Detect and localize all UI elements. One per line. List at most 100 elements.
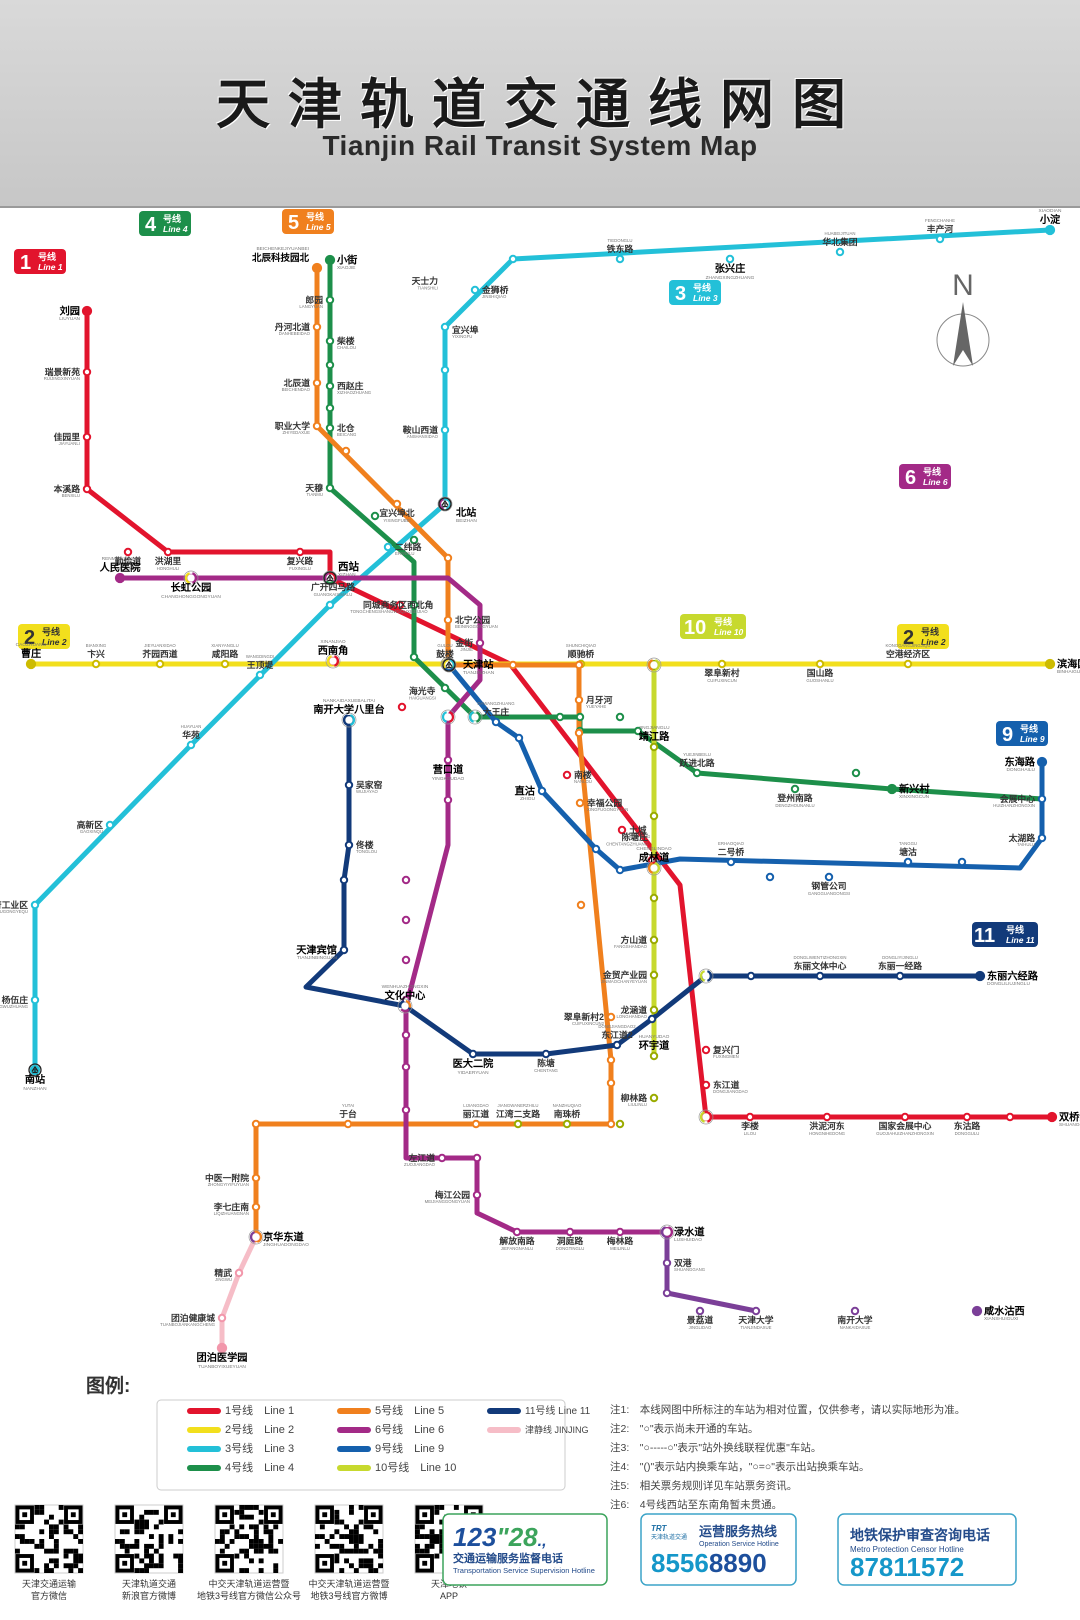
svg-text:华北集团: 华北集团 — [822, 236, 857, 247]
svg-text:HAIGUANGSI: HAIGUANGSI — [409, 695, 436, 700]
svg-text:HONGHULI: HONGHULI — [157, 566, 180, 571]
svg-text:地铁3号线官方微博: 地铁3号线官方微博 — [310, 1590, 387, 1601]
svg-text:RUIJINGXINYUAN: RUIJINGXINYUAN — [44, 376, 80, 381]
svg-text:芥园西道: 芥园西道 — [142, 648, 177, 659]
svg-text:SHUANGGANG: SHUANGGANG — [674, 1267, 706, 1272]
svg-text:医大二院: 医大二院 — [453, 1057, 495, 1070]
svg-text:铁东路: 铁东路 — [607, 243, 634, 254]
svg-text:二号桥: 二号桥 — [718, 846, 745, 857]
svg-text:号线: 号线 — [42, 626, 60, 637]
svg-text:宜兴埠北: 宜兴埠北 — [379, 507, 414, 518]
svg-text:TANGGU: TANGGU — [899, 841, 917, 846]
svg-text:天津大学: 天津大学 — [738, 1314, 773, 1325]
svg-text:洪泥河东: 洪泥河东 — [809, 1120, 844, 1131]
svg-text:号线: 号线 — [1020, 723, 1038, 734]
svg-text:渌水道: 渌水道 — [674, 1225, 705, 1238]
svg-text:JIANGWANERZHILU: JIANGWANERZHILU — [498, 1103, 539, 1108]
svg-text:YUTAI: YUTAI — [342, 1103, 354, 1108]
svg-text:ANSHANXIDAO: ANSHANXIDAO — [407, 434, 439, 439]
svg-text:2号线 Line 2: 2号线 Line 2 — [225, 1422, 294, 1436]
svg-text:11: 11 — [974, 925, 995, 947]
svg-text:9: 9 — [1002, 724, 1013, 746]
svg-text:CHANGHONGGONGYUAN: CHANGHONGGONGYUAN — [161, 594, 221, 600]
svg-text:HONGNIHEDONG: HONGNIHEDONG — [809, 1131, 846, 1136]
svg-text:号线: 号线 — [38, 251, 56, 262]
svg-text:天津轨道交通: 天津轨道交通 — [122, 1578, 176, 1589]
svg-text:XINXINGCUN: XINXINGCUN — [899, 794, 930, 800]
svg-text:洪湖里: 洪湖里 — [155, 555, 182, 566]
svg-text:咸阳路: 咸阳路 — [212, 648, 239, 659]
svg-text:Line 6: Line 6 — [923, 477, 948, 487]
svg-text:BEICANG: BEICANG — [337, 432, 357, 437]
svg-text:123"28.,: 123"28., — [453, 1522, 547, 1552]
svg-text:新浪官方微博: 新浪官方微博 — [122, 1590, 176, 1601]
svg-text:Operation Service Hotline: Operation Service Hotline — [699, 1541, 779, 1548]
svg-text:GULOU: GULOU — [437, 643, 452, 648]
svg-text:卞兴: 卞兴 — [87, 648, 105, 659]
svg-text:N: N — [952, 269, 974, 302]
svg-text:曹庄: 曹庄 — [21, 647, 41, 660]
svg-text:KONGGANGJINGJIQU: KONGGANGJINGJIQU — [886, 643, 931, 648]
svg-text:YINGKOUDAO: YINGKOUDAO — [432, 776, 465, 782]
svg-text:成林道: 成林道 — [639, 851, 670, 864]
svg-text:丽江道: 丽江道 — [463, 1108, 490, 1119]
svg-text:团泊医学园: 团泊医学园 — [197, 1351, 248, 1364]
svg-text:国家会展中心: 国家会展中心 — [879, 1120, 932, 1131]
svg-text:复兴路: 复兴路 — [286, 555, 314, 566]
svg-text:LIQIZHUANGNAN: LIQIZHUANGNAN — [214, 1211, 249, 1216]
svg-text:大王庄: 大王庄 — [483, 706, 510, 717]
svg-text:号线: 号线 — [1006, 924, 1024, 935]
svg-text:DAWANGZHUANG: DAWANGZHUANG — [477, 701, 515, 706]
svg-text:GUANGKAISIMALU: GUANGKAISIMALU — [314, 592, 353, 597]
svg-text:跃进北路: 跃进北路 — [679, 757, 714, 768]
svg-text:天津站: 天津站 — [463, 658, 494, 671]
svg-text:天津交通运输: 天津交通运输 — [22, 1578, 76, 1589]
svg-text:YUEJINBEILU: YUEJINBEILU — [683, 752, 711, 757]
svg-text:BEININGGONGYUAN: BEININGGONGYUAN — [455, 624, 498, 629]
svg-text:BEICHENKEJIYUANBEI: BEICHENKEJIYUANBEI — [256, 246, 309, 252]
svg-text:XIANSHUIGUXI: XIANSHUIGUXI — [984, 1316, 1018, 1322]
svg-text:NANKAIDAXUEBALITAI: NANKAIDAXUEBALITAI — [323, 698, 375, 704]
svg-text:GUOSHANLU: GUOSHANLU — [806, 678, 833, 683]
svg-text:陈塘: 陈塘 — [537, 1057, 555, 1068]
svg-text:CHENTANG: CHENTANG — [534, 1068, 558, 1073]
svg-text:图例:: 图例: — [86, 1374, 130, 1397]
svg-text:ERHAOQIAO: ERHAOQIAO — [718, 841, 745, 846]
svg-text:京华东道: 京华东道 — [263, 1230, 305, 1243]
svg-text:号线: 号线 — [921, 626, 939, 637]
svg-text:XIAODIAN: XIAODIAN — [1039, 208, 1062, 214]
svg-text:解放南路: 解放南路 — [499, 1235, 534, 1246]
svg-text:DONGGULU: DONGGULU — [955, 1131, 980, 1136]
svg-text:登州南路: 登州南路 — [776, 792, 812, 803]
svg-text:Line 4: Line 4 — [163, 224, 188, 234]
svg-text:4: 4 — [145, 214, 157, 236]
svg-text:WUJIAYAO: WUJIAYAO — [356, 789, 378, 794]
svg-text:JINGJIANGLU: JINGJIANGLU — [638, 725, 670, 731]
svg-text:JINGHUADONGDAO: JINGHUADONGDAO — [263, 1242, 309, 1248]
svg-text:Transportation Service Supervi: Transportation Service Supervision Hotli… — [453, 1566, 595, 1575]
svg-text:ZHANGXINGZHUANG: ZHANGXINGZHUANG — [706, 275, 755, 281]
svg-text:BENXILU: BENXILU — [62, 493, 80, 498]
svg-text:LIJIANGDAO: LIJIANGDAO — [463, 1103, 489, 1108]
svg-text:87811572: 87811572 — [850, 1552, 964, 1582]
svg-text:CUIFUXINCUN: CUIFUXINCUN — [707, 678, 737, 683]
svg-text:GUOJIAHUIZHANZHONGXIN: GUOJIAHUIZHANZHONGXIN — [876, 1131, 934, 1136]
svg-text:5号线 Line 5: 5号线 Line 5 — [375, 1403, 444, 1417]
svg-text:XINANJIAO: XINANJIAO — [320, 639, 346, 645]
svg-text:南站: 南站 — [25, 1073, 45, 1086]
svg-text:MEIJIANGGONGYUAN: MEIJIANGGONGYUAN — [425, 1199, 470, 1204]
svg-text:RENMINYIYUAN: RENMINYIYUAN — [102, 556, 139, 562]
svg-text:DENGZHOUNANLU: DENGZHOUNANLU — [775, 803, 814, 808]
svg-text:注1: 本线网图中所标注的车站为相对位置，仅供参考，请以实际: 注1: 本线网图中所标注的车站为相对位置，仅供参考，请以实际地形为准。 — [610, 1403, 965, 1416]
svg-text:翠阜新村: 翠阜新村 — [704, 667, 739, 678]
svg-text:JINSHIQIAO: JINSHIQIAO — [482, 294, 507, 299]
svg-text:新兴村: 新兴村 — [899, 782, 930, 795]
svg-text:西南角: 西南角 — [318, 644, 349, 657]
svg-text:天津轨道交通: 天津轨道交通 — [651, 1533, 687, 1541]
svg-text:ZHONGYIYIFUYUAN: ZHONGYIYIFUYUAN — [208, 1182, 249, 1187]
svg-text:DONGTINGLU: DONGTINGLU — [556, 1246, 585, 1251]
svg-text:JINJIE: JINJIE — [460, 647, 473, 652]
svg-text:HUAYUAN: HUAYUAN — [181, 724, 202, 729]
svg-text:YIXINGFU: YIXINGFU — [452, 334, 472, 339]
svg-text:地铁3号线官方微信公众号: 地铁3号线官方微信公众号 — [197, 1590, 301, 1601]
